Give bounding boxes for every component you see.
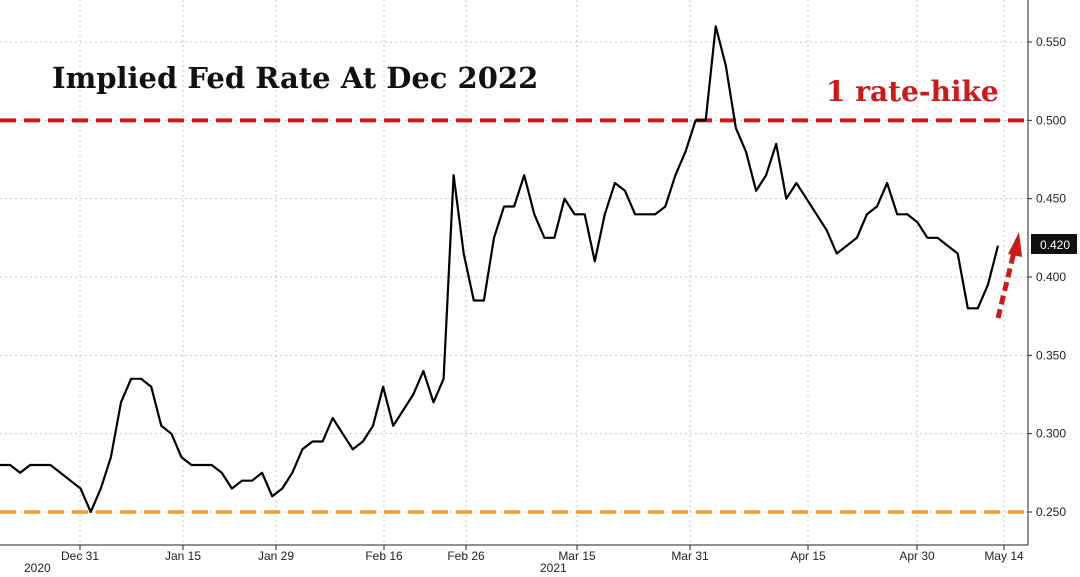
y-tick-label: 0.400	[1036, 270, 1066, 284]
y-tick-label: 0.350	[1036, 348, 1066, 362]
x-tick-label: Jan 15	[165, 549, 201, 563]
last-value-label: 0.420	[1040, 238, 1070, 252]
x-tick-label: Feb 16	[365, 549, 403, 563]
last-value-badge: 0.420	[1031, 234, 1077, 254]
y-tick-label: 0.550	[1036, 35, 1066, 49]
series-line	[0, 25, 1000, 514]
x-tick-label: Apr 30	[899, 549, 935, 563]
year-label-2020: 2020	[24, 561, 51, 575]
x-tick-label: Mar 31	[671, 549, 709, 563]
x-tick-label: Apr 15	[790, 549, 826, 563]
rate-hike-annotation: 1 rate-hike	[826, 75, 999, 108]
grid	[0, 0, 1028, 545]
up-arrow	[995, 232, 1022, 319]
y-ticks: 0.250 0.300 0.350 0.400 0.450 0.500 0.550	[1028, 35, 1066, 519]
x-tick-label: Mar 15	[558, 549, 596, 563]
chart-title: Implied Fed Rate At Dec 2022	[52, 61, 538, 95]
year-label-2021: 2021	[540, 561, 567, 575]
y-tick-label: 0.250	[1036, 505, 1066, 519]
x-tick-label: May 14	[984, 549, 1024, 563]
x-tick-label: Jan 29	[258, 549, 294, 563]
x-ticks: Dec 31 Jan 15 Jan 29 Feb 16 Feb 26 Mar 15 Mar …	[61, 545, 1024, 563]
x-tick-label: Dec 31	[61, 549, 99, 563]
reference-lines	[0, 118, 1028, 514]
x-tick-label: Feb 26	[447, 549, 485, 563]
y-tick-label: 0.300	[1036, 427, 1066, 441]
y-tick-label: 0.450	[1036, 192, 1066, 206]
y-tick-label: 0.500	[1036, 113, 1066, 127]
